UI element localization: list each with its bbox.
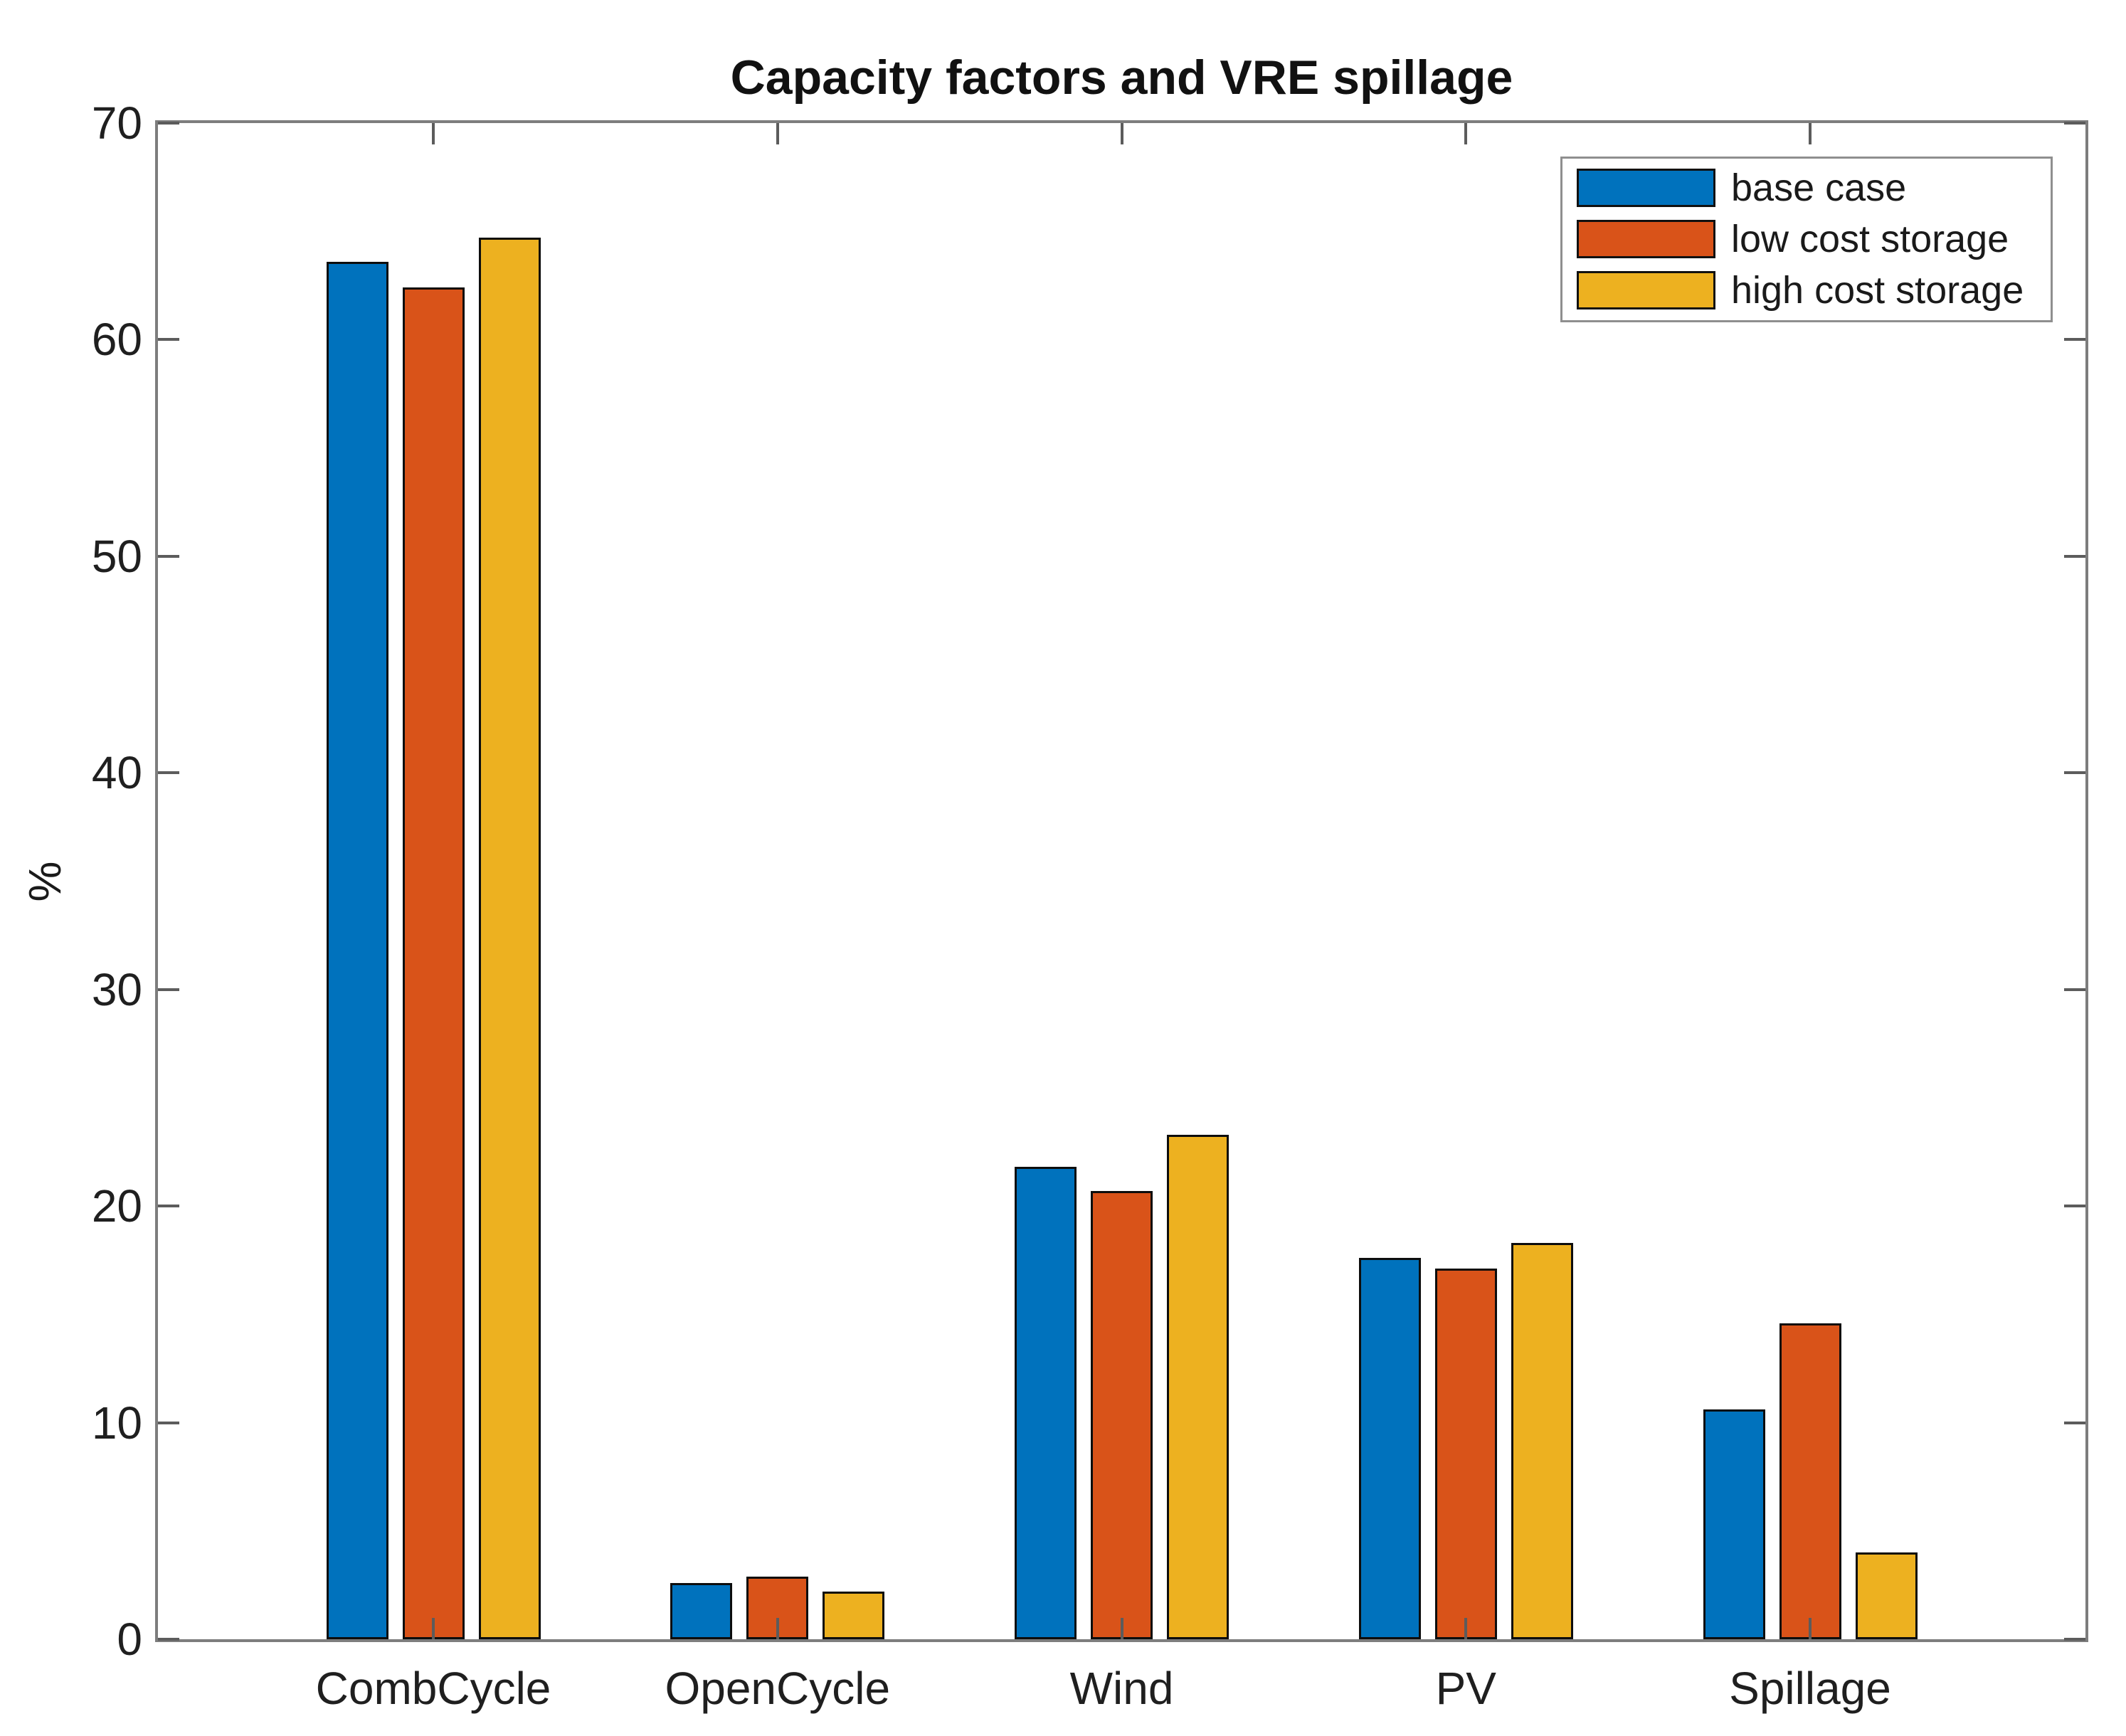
x-tick-label-wind: Wind (1069, 1663, 1174, 1714)
x-tick-mark-bottom-spillage (1809, 1618, 1812, 1639)
x-tick-label-spillage: Spillage (1729, 1663, 1891, 1714)
x-tick-mark-top-spillage (1809, 123, 1812, 144)
x-tick-mark-top-wind (1120, 123, 1123, 144)
legend-item-base-case: base case (1577, 169, 2051, 207)
y-tick-mark-left (158, 988, 179, 991)
y-tick-mark-left (158, 1205, 179, 1208)
bar-wind-low-cost-storage (1091, 1191, 1153, 1639)
y-tick-label-70: 70 (91, 97, 142, 149)
y-tick-label-10: 10 (91, 1397, 142, 1449)
bar-pv-base-case (1359, 1258, 1421, 1639)
x-tick-mark-bottom-wind (1120, 1618, 1123, 1639)
y-tick-mark-left (158, 554, 179, 558)
bar-combcycle-high-cost-storage (479, 238, 541, 1639)
bar-combcycle-base-case (327, 262, 388, 1639)
y-tick-mark-left (158, 1638, 179, 1641)
x-tick-label-combcycle: CombCycle (315, 1663, 551, 1714)
chart-title: Capacity factors and VRE spillage (730, 51, 1513, 105)
x-tick-mark-top-opencycle (776, 123, 779, 144)
legend-label-high-cost-storage: high cost storage (1731, 269, 2024, 312)
bar-wind-high-cost-storage (1167, 1135, 1229, 1639)
legend: base case low cost storage high cost sto… (1560, 157, 2053, 322)
legend-swatch-base-case (1577, 169, 1715, 207)
x-tick-mark-bottom-opencycle (776, 1618, 779, 1639)
y-tick-label-60: 60 (91, 314, 142, 366)
y-tick-mark-right (2064, 122, 2085, 125)
y-tick-label-0: 0 (117, 1614, 142, 1665)
legend-label-low-cost-storage: low cost storage (1731, 218, 2009, 260)
x-tick-label-opencycle: OpenCycle (665, 1663, 891, 1714)
y-tick-mark-right (2064, 554, 2085, 558)
bar-opencycle-high-cost-storage (823, 1592, 884, 1639)
x-tick-label-pv: PV (1435, 1663, 1496, 1714)
legend-item-low-cost-storage: low cost storage (1577, 220, 2051, 258)
x-tick-mark-top-pv (1464, 123, 1468, 144)
y-axis-label: % (19, 861, 70, 902)
y-tick-mark-left (158, 1421, 179, 1424)
y-tick-mark-left (158, 122, 179, 125)
bar-spillage-high-cost-storage (1856, 1552, 1918, 1639)
bar-combcycle-low-cost-storage (403, 287, 465, 1639)
x-tick-mark-bottom-pv (1464, 1618, 1468, 1639)
y-tick-mark-left (158, 338, 179, 342)
bar-spillage-low-cost-storage (1779, 1323, 1841, 1639)
y-tick-label-30: 30 (91, 963, 142, 1015)
y-tick-label-20: 20 (91, 1180, 142, 1232)
y-tick-label-50: 50 (91, 530, 142, 582)
y-tick-label-40: 40 (91, 747, 142, 799)
x-tick-mark-bottom-combcycle (432, 1618, 435, 1639)
y-tick-mark-left (158, 771, 179, 775)
bar-wind-base-case (1015, 1167, 1077, 1639)
bar-pv-low-cost-storage (1435, 1269, 1497, 1639)
y-tick-mark-right (2064, 1421, 2085, 1424)
y-tick-mark-right (2064, 1205, 2085, 1208)
y-tick-mark-right (2064, 988, 2085, 991)
bar-pv-high-cost-storage (1511, 1243, 1573, 1639)
y-tick-mark-right (2064, 771, 2085, 775)
legend-swatch-high-cost-storage (1577, 271, 1715, 309)
y-tick-mark-right (2064, 338, 2085, 342)
bar-spillage-base-case (1703, 1409, 1765, 1639)
legend-swatch-low-cost-storage (1577, 220, 1715, 258)
legend-item-high-cost-storage: high cost storage (1577, 271, 2051, 309)
x-tick-mark-top-combcycle (432, 123, 435, 144)
y-tick-mark-right (2064, 1638, 2085, 1641)
legend-label-base-case: base case (1731, 166, 1907, 209)
bar-opencycle-base-case (670, 1583, 732, 1639)
